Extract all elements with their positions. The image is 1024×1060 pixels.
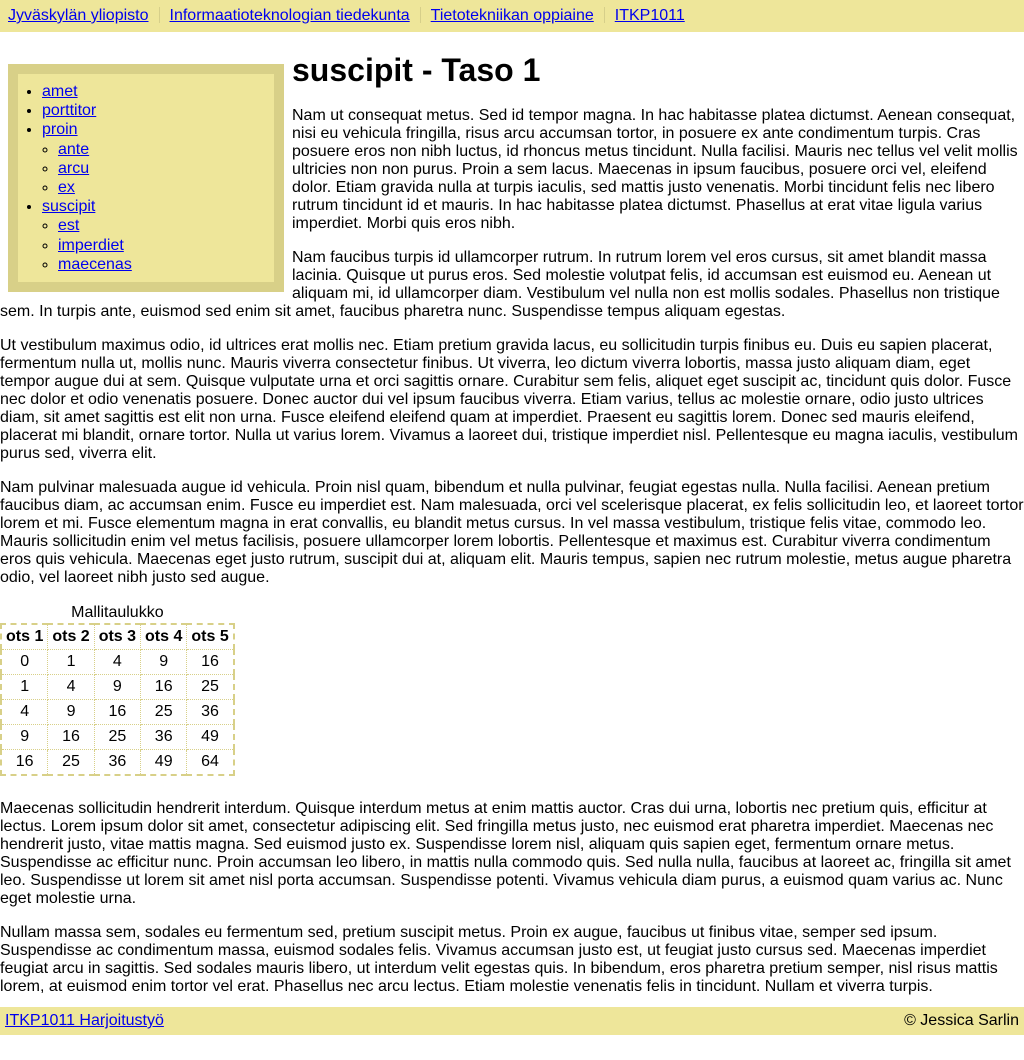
table-header-row: ots 1 ots 2 ots 3 ots 4 ots 5 bbox=[0, 623, 235, 650]
nav-sublist-suscipit: est imperdiet maecenas bbox=[42, 216, 274, 274]
paragraph: Nullam massa sem, sodales eu fermentum s… bbox=[0, 924, 998, 995]
table-cell: 36 bbox=[93, 749, 142, 776]
nav-link-ex[interactable]: ex bbox=[58, 179, 75, 197]
table-cell: 49 bbox=[140, 749, 188, 776]
table-row: 9 16 25 36 49 bbox=[0, 724, 235, 750]
nav-link-porttitor[interactable]: porttitor bbox=[42, 102, 97, 120]
table-cell: 9 bbox=[0, 724, 49, 750]
footer: ITKP1011 Harjoitustyö © Jessica Sarlin bbox=[0, 1007, 1024, 1035]
nav-subitem-ante: ante bbox=[58, 140, 274, 159]
table-cell: 25 bbox=[140, 699, 188, 725]
table-cell: 4 bbox=[93, 649, 142, 675]
nav-subitem-arcu: arcu bbox=[58, 159, 274, 178]
nav-link-ante[interactable]: ante bbox=[58, 140, 90, 158]
nav-link-arcu[interactable]: arcu bbox=[58, 159, 90, 177]
nav-item-amet: amet bbox=[42, 82, 274, 101]
page-title: suscipit - Taso 1 bbox=[292, 52, 541, 88]
table-cell: 36 bbox=[186, 699, 235, 725]
nav-item-proin: proin ante arcu ex bbox=[42, 120, 274, 197]
nav-subitem-maecenas: maecenas bbox=[58, 255, 274, 274]
table-cell: 9 bbox=[93, 674, 142, 700]
side-navigation: amet porttitor proin ante arcu ex suscip… bbox=[8, 64, 284, 292]
table-cell: 0 bbox=[0, 649, 49, 675]
sample-table: Mallitaulukko ots 1 ots 2 ots 3 ots 4 ot… bbox=[0, 603, 235, 776]
table-cell: 4 bbox=[47, 674, 95, 700]
table-cell: 25 bbox=[186, 674, 235, 700]
nav-link-proin[interactable]: proin bbox=[42, 121, 78, 139]
table-cell: 64 bbox=[186, 749, 235, 776]
nav-subitem-imperdiet: imperdiet bbox=[58, 236, 274, 255]
footer-copyright: © Jessica Sarlin bbox=[904, 1012, 1019, 1029]
breadcrumb-item-faculty: Informaatioteknologian tiedekunta bbox=[149, 0, 410, 25]
nav-sublist-proin: ante arcu ex bbox=[42, 140, 274, 198]
nav-list: amet porttitor proin ante arcu ex suscip… bbox=[18, 82, 274, 274]
table-cell: 9 bbox=[140, 649, 188, 675]
table-header-cell: ots 2 bbox=[47, 623, 95, 650]
breadcrumb: Jyväskylän yliopisto Informaatioteknolog… bbox=[0, 0, 1024, 32]
nav-subitem-ex: ex bbox=[58, 178, 274, 197]
nav-subitem-est: est bbox=[58, 216, 274, 235]
breadcrumb-item-course: ITKP1011 bbox=[594, 0, 685, 25]
table-header-cell: ots 5 bbox=[186, 623, 235, 650]
nav-link-est[interactable]: est bbox=[58, 217, 80, 235]
breadcrumb-link-course[interactable]: ITKP1011 bbox=[614, 7, 685, 24]
nav-link-suscipit[interactable]: suscipit bbox=[42, 198, 96, 216]
table-caption: Mallitaulukko bbox=[71, 604, 164, 621]
table-row: 0 1 4 9 16 bbox=[0, 649, 235, 675]
main-content: suscipit - Taso 1 Nam ut consequat metus… bbox=[0, 52, 1024, 995]
breadcrumb-link-faculty[interactable]: Informaatioteknologian tiedekunta bbox=[169, 7, 410, 24]
table-cell: 36 bbox=[140, 724, 188, 750]
paragraph: Nam pulvinar malesuada augue id vehicula… bbox=[0, 479, 1024, 586]
table-header-cell: ots 3 bbox=[93, 623, 142, 650]
breadcrumb-item-university: Jyväskylän yliopisto bbox=[8, 0, 149, 25]
paragraph: Nam ut consequat metus. Sed id tempor ma… bbox=[292, 107, 1018, 232]
table-header-cell: ots 1 bbox=[0, 623, 49, 650]
table-cell: 16 bbox=[93, 699, 142, 725]
side-navigation-panel: amet porttitor proin ante arcu ex suscip… bbox=[18, 74, 274, 282]
paragraph: Ut vestibulum maximus odio, id ultrices … bbox=[0, 337, 1018, 462]
breadcrumb-link-department[interactable]: Tietotekniikan oppiaine bbox=[430, 7, 594, 24]
table-cell: 1 bbox=[47, 649, 95, 675]
table-cell: 16 bbox=[186, 649, 235, 675]
breadcrumb-item-department: Tietotekniikan oppiaine bbox=[410, 0, 594, 25]
footer-course-link[interactable]: ITKP1011 Harjoitustyö bbox=[5, 1012, 164, 1029]
nav-link-maecenas[interactable]: maecenas bbox=[58, 255, 132, 273]
nav-item-suscipit: suscipit est imperdiet maecenas bbox=[42, 197, 274, 274]
nav-link-imperdiet[interactable]: imperdiet bbox=[58, 236, 124, 254]
table-cell: 49 bbox=[186, 724, 235, 750]
table-cell: 1 bbox=[0, 674, 49, 700]
breadcrumb-link-university[interactable]: Jyväskylän yliopisto bbox=[8, 7, 149, 24]
table-cell: 25 bbox=[47, 749, 95, 776]
nav-item-porttitor: porttitor bbox=[42, 101, 274, 120]
table-cell: 4 bbox=[0, 699, 49, 725]
table-row: 16 25 36 49 64 bbox=[0, 749, 235, 776]
table-cell: 9 bbox=[47, 699, 95, 725]
paragraph: Nam faucibus turpis id ullamcorper rutru… bbox=[0, 249, 1000, 320]
paragraph: Maecenas sollicitudin hendrerit interdum… bbox=[0, 800, 1011, 907]
table-row: 4 9 16 25 36 bbox=[0, 699, 235, 725]
table-cell: 16 bbox=[47, 724, 95, 750]
table-cell: 25 bbox=[93, 724, 142, 750]
nav-link-amet[interactable]: amet bbox=[42, 83, 78, 100]
table-cell: 16 bbox=[140, 674, 188, 700]
table-header-cell: ots 4 bbox=[140, 623, 188, 650]
table-row: 1 4 9 16 25 bbox=[0, 674, 235, 700]
table-cell: 16 bbox=[0, 749, 49, 776]
